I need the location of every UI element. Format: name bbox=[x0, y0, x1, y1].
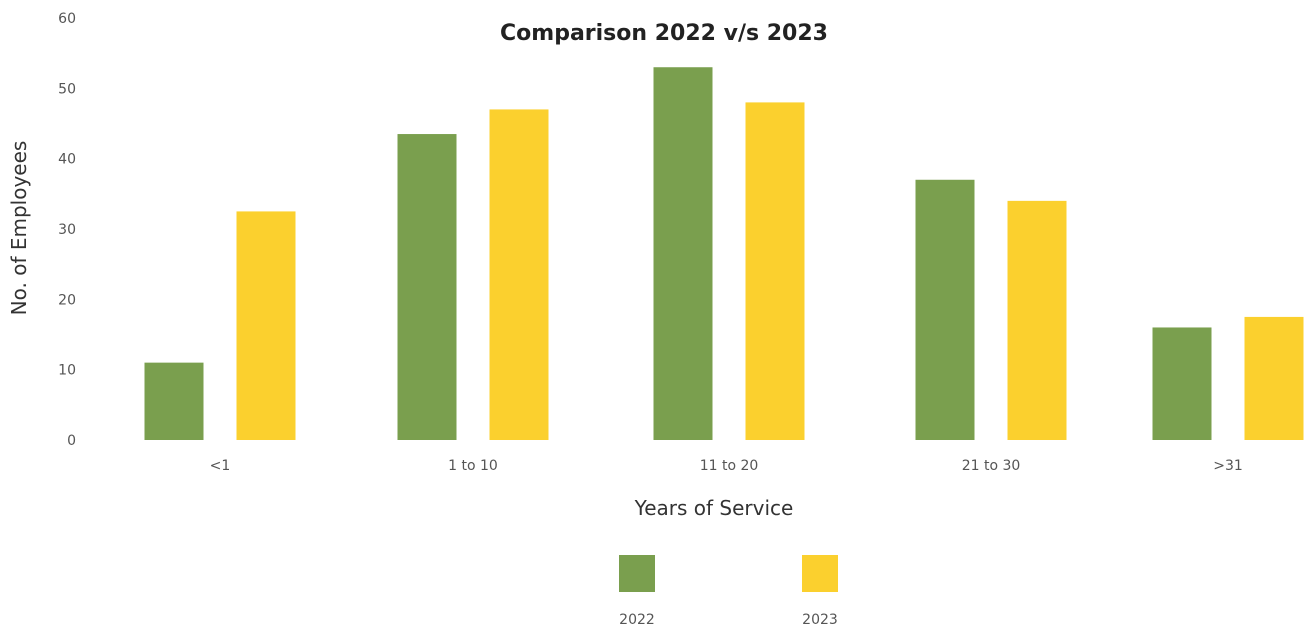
y-tick-label: 20 bbox=[58, 292, 76, 308]
y-tick-label: 30 bbox=[58, 222, 76, 238]
x-tick-label: >31 bbox=[1213, 458, 1243, 474]
y-axis-ticks: 0 10 20 30 40 50 60 bbox=[58, 11, 76, 449]
x-tick-label: 21 to 30 bbox=[962, 458, 1021, 474]
chart-title: Comparison 2022 v/s 2023 bbox=[500, 21, 828, 46]
y-tick-label: 10 bbox=[58, 363, 76, 379]
legend-label-2023: 2023 bbox=[802, 612, 838, 626]
x-axis-ticks: <1 1 to 10 11 to 20 21 to 30 >31 bbox=[210, 458, 1243, 474]
y-tick-label: 0 bbox=[67, 433, 76, 449]
bar-2023-0 bbox=[236, 211, 296, 440]
x-axis-title: Years of Service bbox=[634, 496, 794, 520]
bar-2023-1 bbox=[489, 109, 549, 440]
x-tick-label: 1 to 10 bbox=[448, 458, 498, 474]
bar-2022-0 bbox=[144, 362, 204, 440]
y-axis-title: No. of Employees bbox=[7, 141, 31, 316]
legend-swatch-2022 bbox=[619, 555, 655, 592]
bar-2023-2 bbox=[745, 102, 805, 441]
bar-2022-2 bbox=[653, 67, 713, 440]
bar-2022-1 bbox=[397, 134, 457, 441]
bar-2023-4 bbox=[1244, 316, 1304, 440]
bars bbox=[144, 67, 1304, 441]
y-tick-label: 40 bbox=[58, 152, 76, 168]
x-tick-label: 11 to 20 bbox=[700, 458, 759, 474]
y-tick-label: 60 bbox=[58, 11, 76, 27]
legend: 2022 2023 bbox=[619, 555, 838, 626]
bar-2022-4 bbox=[1152, 327, 1212, 440]
bar-2023-3 bbox=[1007, 200, 1067, 440]
legend-swatch-2023 bbox=[802, 555, 838, 592]
y-tick-label: 50 bbox=[58, 81, 76, 97]
legend-label-2022: 2022 bbox=[619, 612, 655, 626]
bar-2022-3 bbox=[915, 179, 975, 440]
x-tick-label: <1 bbox=[210, 458, 231, 474]
